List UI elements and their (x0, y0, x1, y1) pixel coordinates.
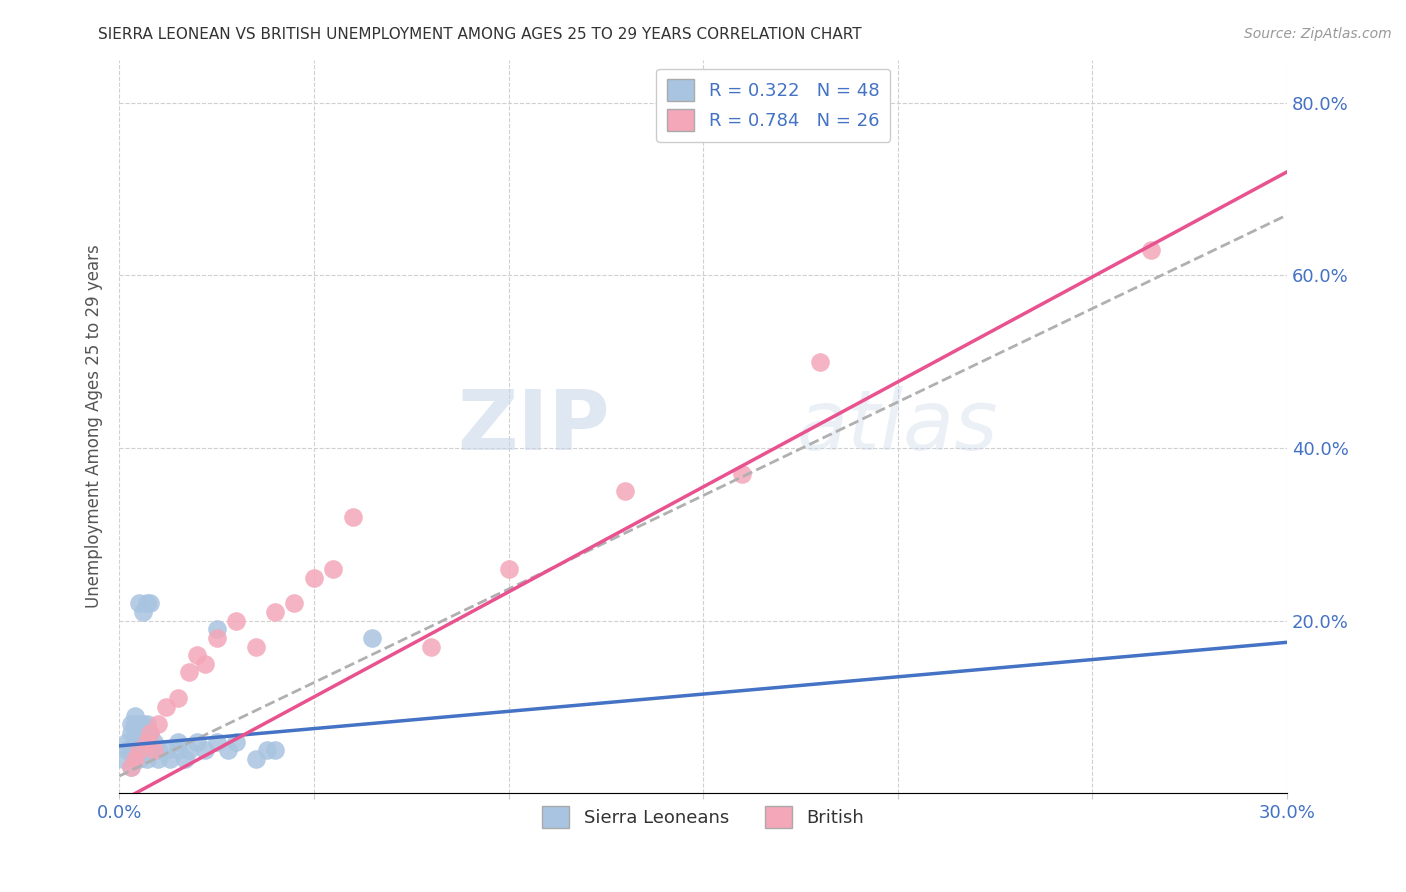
Point (1140, 243, 1163, 257)
Point (124, 752, 146, 766)
Point (128, 734, 150, 748)
Legend: Sierra Leoneans, British: Sierra Leoneans, British (534, 799, 872, 836)
Point (120, 760, 142, 774)
Point (264, 605, 287, 619)
Point (148, 717, 170, 731)
Point (614, 484, 637, 499)
Point (217, 743, 239, 757)
Point (120, 760, 142, 774)
Point (135, 596, 157, 610)
Point (419, 640, 441, 654)
Text: Source: ZipAtlas.com: Source: ZipAtlas.com (1244, 27, 1392, 41)
Point (342, 510, 364, 524)
Point (245, 640, 267, 654)
Point (139, 726, 162, 740)
Point (205, 734, 228, 748)
Point (131, 743, 153, 757)
Point (808, 355, 831, 369)
Point (135, 717, 157, 731)
Point (128, 743, 150, 757)
Point (179, 665, 201, 680)
Point (225, 614, 247, 628)
Point (245, 752, 267, 766)
Point (159, 752, 181, 766)
Point (205, 623, 228, 637)
Text: atlas: atlas (797, 386, 998, 467)
Point (131, 726, 153, 740)
Point (264, 743, 287, 757)
Point (256, 743, 278, 757)
Point (128, 743, 150, 757)
Point (135, 734, 157, 748)
Point (174, 752, 197, 766)
Point (135, 752, 157, 766)
Point (498, 562, 520, 576)
Point (155, 743, 177, 757)
Point (225, 734, 247, 748)
Text: ZIP: ZIP (457, 386, 610, 467)
Point (120, 743, 142, 757)
Point (302, 570, 325, 584)
Point (143, 743, 166, 757)
Point (115, 734, 138, 748)
Point (124, 708, 146, 723)
Y-axis label: Unemployment Among Ages 25 to 29 years: Unemployment Among Ages 25 to 29 years (86, 244, 103, 608)
Point (166, 691, 188, 706)
Point (128, 717, 150, 731)
Point (322, 562, 344, 576)
Point (131, 734, 153, 748)
Point (124, 752, 146, 766)
Point (124, 717, 146, 731)
Point (112, 752, 135, 766)
Point (120, 717, 142, 731)
Point (128, 752, 150, 766)
Point (361, 631, 384, 645)
Point (179, 743, 201, 757)
Point (194, 743, 217, 757)
Point (139, 743, 162, 757)
Text: SIERRA LEONEAN VS BRITISH UNEMPLOYMENT AMONG AGES 25 TO 29 YEARS CORRELATION CHA: SIERRA LEONEAN VS BRITISH UNEMPLOYMENT A… (98, 27, 862, 42)
Point (155, 700, 177, 714)
Point (115, 743, 138, 757)
Point (148, 743, 170, 757)
Point (124, 734, 146, 748)
Point (283, 596, 305, 610)
Point (194, 657, 217, 671)
Point (131, 717, 153, 731)
Point (139, 596, 162, 610)
Point (135, 734, 157, 748)
Point (139, 726, 162, 740)
Point (131, 605, 153, 619)
Point (186, 734, 208, 748)
Point (166, 734, 188, 748)
Point (120, 726, 142, 740)
Point (148, 752, 170, 766)
Point (128, 726, 150, 740)
Point (128, 596, 150, 610)
Point (186, 648, 208, 663)
Point (143, 734, 166, 748)
Point (731, 467, 754, 481)
Point (205, 631, 228, 645)
Point (166, 743, 188, 757)
